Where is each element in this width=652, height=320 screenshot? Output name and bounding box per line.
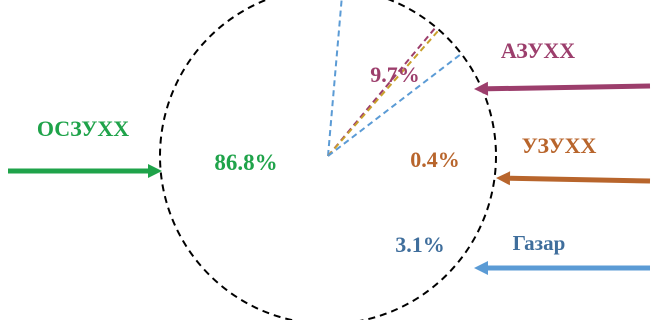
slice-value-azuhh: 9.7% (370, 62, 420, 87)
pie-outline (159, 0, 497, 320)
arrow-gazar (474, 261, 650, 275)
slice-dividers (327, 0, 462, 157)
category-label-uzuhh: УЗУХХ (522, 133, 597, 158)
slice-value-gazar: 3.1% (395, 232, 445, 257)
callout-arrows (8, 81, 651, 275)
divider-uzuhh-start (327, 26, 437, 157)
divider-azuhh-start (327, 0, 343, 157)
slice-value-uzuhh: 0.4% (410, 147, 460, 172)
divider-gazar-start (327, 29, 440, 157)
arrow-oszuhh (8, 164, 162, 178)
category-label-oszuhh: ОСЗУХХ (37, 116, 129, 141)
slice-value-oszuhh: 86.8% (214, 150, 277, 175)
category-label-gazar: Газар (513, 231, 566, 255)
divider-oszuhh-start (327, 53, 462, 157)
arrow-uzuhh (496, 171, 651, 186)
category-label-azuhh: АЗУХХ (501, 38, 575, 63)
arrow-azuhh (474, 81, 651, 96)
